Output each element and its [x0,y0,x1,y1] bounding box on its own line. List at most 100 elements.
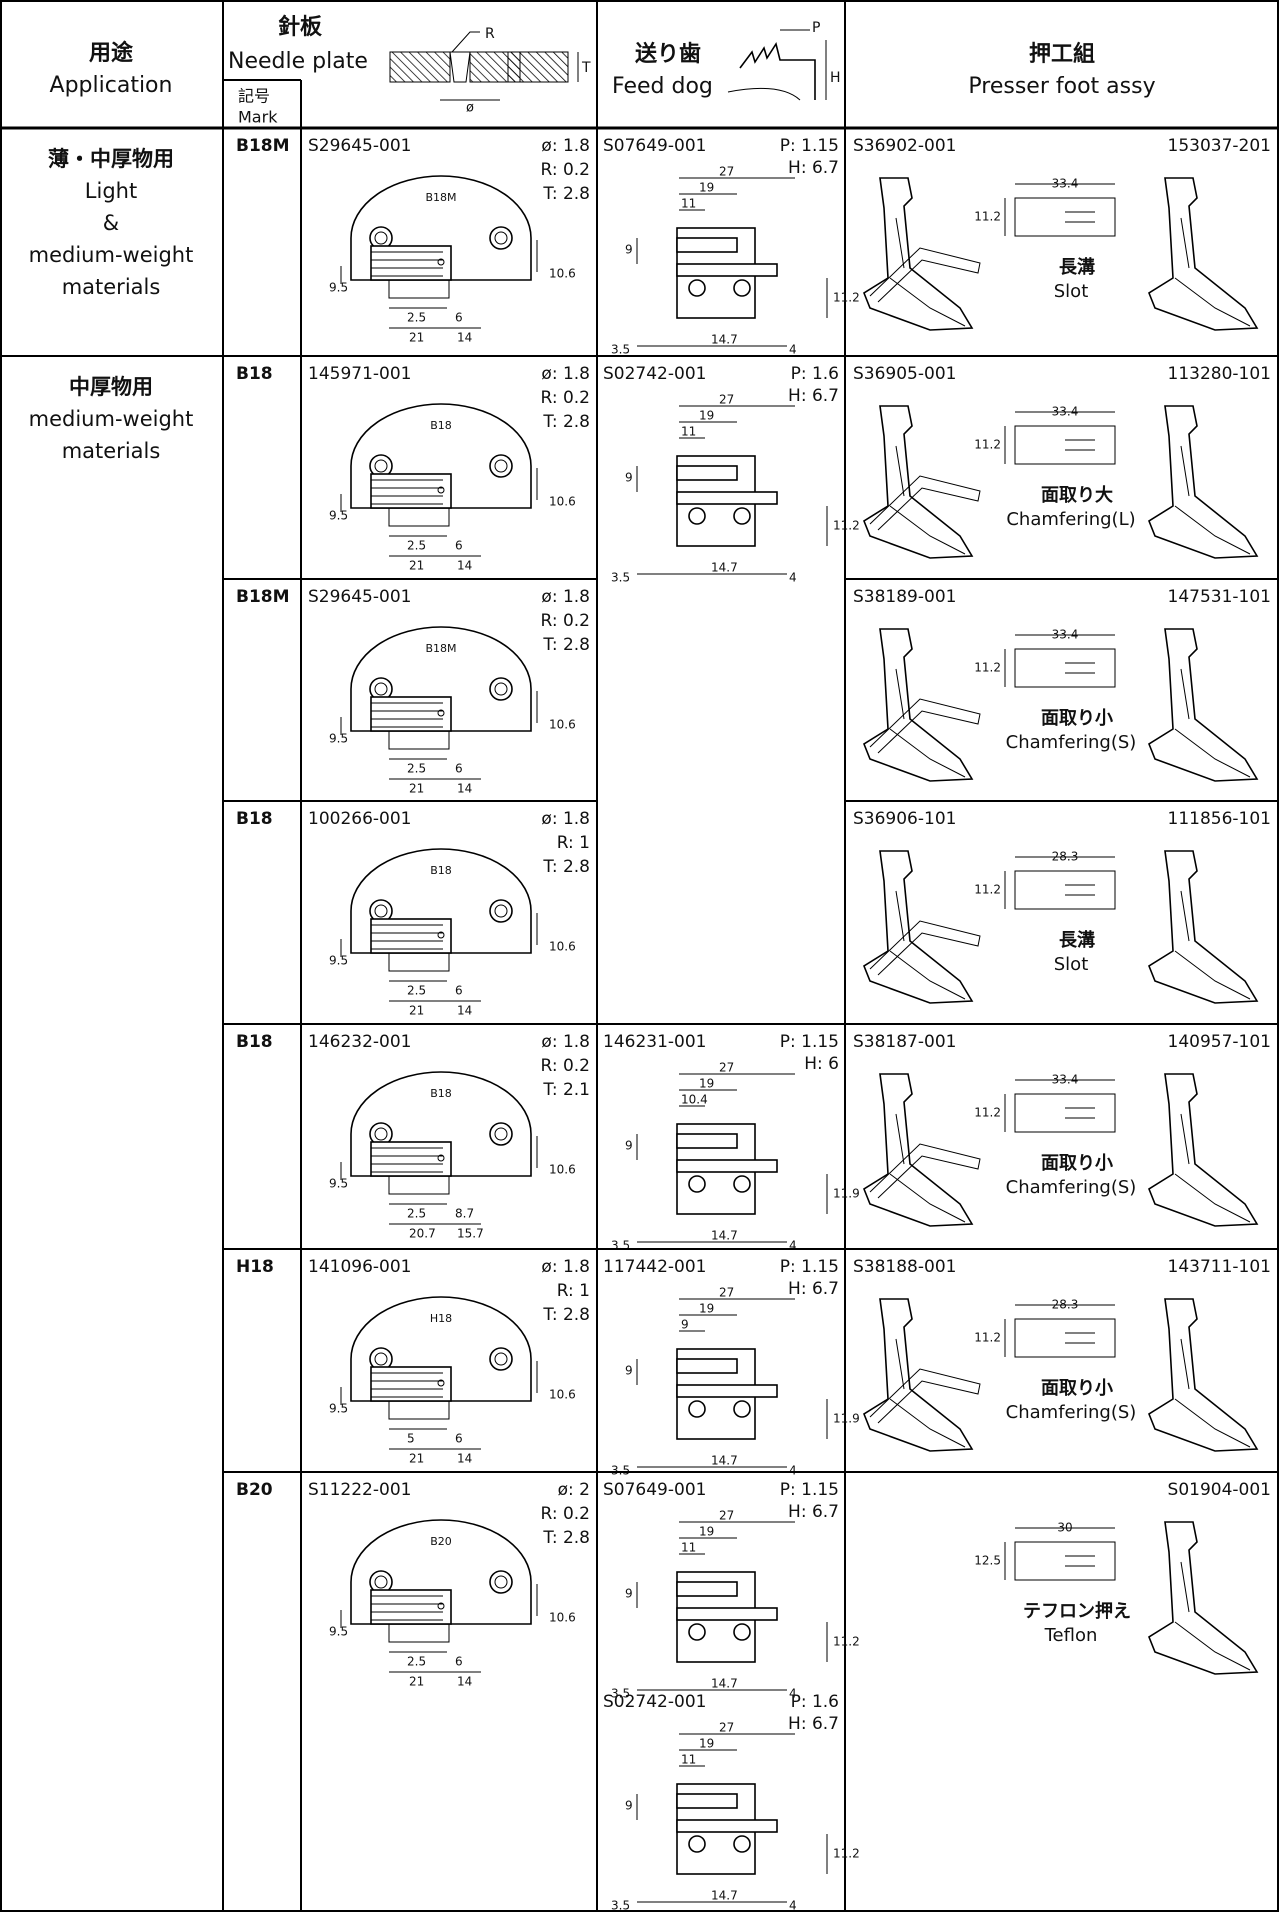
presser-foot-drawing [863,1073,981,1227]
foot-line [1174,445,1251,555]
cell-text: H: 6 [804,1054,839,1074]
dimension-label: 4 [789,1687,797,1701]
dimension-label: 14.7 [711,1229,738,1243]
dimension-label: 11.2 [974,1106,1001,1120]
dimension-label: 33.4 [1052,1073,1079,1087]
dimension-label: 9 [625,243,633,257]
dimension-label: 3.5 [611,1464,630,1478]
plate-hole [494,1127,508,1141]
plate-hole [489,899,513,923]
dimension-label: 9.5 [329,954,348,968]
plate-hole [374,1575,388,1589]
dimension-label: 8.7 [455,1207,474,1221]
dimension-label: 10.6 [549,267,576,281]
cell-text: 146232-001 [308,1032,411,1052]
dimension-label: 11.2 [833,1635,860,1649]
foot [1148,1298,1259,1452]
dimension-label: 19 [699,181,714,195]
feed-teeth [676,491,778,505]
dimension-label: 11 [681,197,696,211]
diagram-label: T [581,60,591,76]
cell-text: H: 6.7 [788,158,839,178]
needle-hole [437,1154,445,1162]
cell-text: H: 6.7 [788,386,839,406]
dimension-label: 14.7 [711,333,738,347]
dimension-label: 19 [699,1077,714,1091]
slot-sketch [1014,1093,1116,1133]
cell-text: 117442-001 [603,1257,706,1277]
dimension-label: 6 [455,984,463,998]
needle-hole [437,1602,445,1610]
cell-text: S07649-001 [603,136,706,156]
slot-plate [388,279,450,299]
plate-diagram: R T ø [389,26,591,116]
plate-hole [489,1570,513,1594]
dimension-label: 14 [457,331,472,345]
dimension-label: 10.6 [549,1611,576,1625]
feed-hole [733,1175,751,1193]
slot-sketch [1065,662,1095,674]
mark: B18M [236,587,290,607]
feed-teeth [676,1581,738,1597]
dimension-label: 9 [625,1139,633,1153]
application: 中厚物用 [69,375,153,399]
dimension-label: 11.2 [974,883,1001,897]
diagram-label: R [485,26,495,42]
plate-hole [374,1352,388,1366]
foot-line [1174,668,1251,778]
slot-plate [388,507,450,527]
slot-plate [388,1175,450,1195]
presser-foot-drawing [1148,177,1259,331]
dimension-label: 12.5 [974,1554,1001,1568]
dimension-label: 9 [625,1799,633,1813]
slot-sketch [1014,425,1116,465]
feed-teeth [676,263,778,277]
cell-text: S07649-001 [603,1480,706,1500]
plate-hole [489,677,513,701]
foot-line [1174,890,1251,1000]
foot-line [889,1338,966,1448]
feed-teeth [676,1819,778,1833]
slot-sketch [1014,197,1116,237]
dimension-label: 14.7 [711,1677,738,1691]
cell-text: R: 0.2 [541,1056,590,1076]
cell-text: ø: 2 [558,1480,590,1500]
feed-diagram: P H [727,20,841,101]
diagram-label: P [812,20,820,36]
dimension-label: 19 [699,1302,714,1316]
dimension-label: 27 [719,1721,734,1735]
plate-label: B18 [430,864,452,877]
presser-foot-drawing [1148,1521,1259,1675]
slot-plate [388,952,450,972]
cell-text: T: 2.8 [542,857,590,877]
dimension-label: 5 [407,1432,415,1446]
dimension-label: 4 [789,343,797,357]
dimension-label: 2.5 [407,984,426,998]
cell-text: ø: 1.8 [541,364,590,384]
foot-line [889,445,966,555]
foot [1148,1521,1259,1675]
dimension-label: 19 [699,1737,714,1751]
foot [863,177,974,331]
note: 長溝 [1059,929,1095,951]
feed-hole [733,1623,751,1641]
feed-hole [688,1835,706,1853]
plate-hole [489,454,513,478]
foot [863,850,974,1004]
mark: B18 [236,364,273,384]
dimension-label: 11.2 [833,519,860,533]
dimension-label: 14.7 [711,1454,738,1468]
feed-hole [688,1175,706,1193]
dimension-label: 4 [789,1464,797,1478]
dimension-label: 11.2 [833,1847,860,1861]
plate-hole [494,1575,508,1589]
cell-text: 140957-101 [1168,1032,1271,1052]
dimension-label: 14.7 [711,1889,738,1903]
feed-slots [370,1141,452,1177]
dimension-label: 21 [409,559,424,573]
cell-text: S38189-001 [853,587,956,607]
dimension-label: 28.3 [1052,850,1079,864]
foot [863,405,974,559]
cell-text: T: 2.8 [542,184,590,204]
cell-text: 113280-101 [1168,364,1271,384]
